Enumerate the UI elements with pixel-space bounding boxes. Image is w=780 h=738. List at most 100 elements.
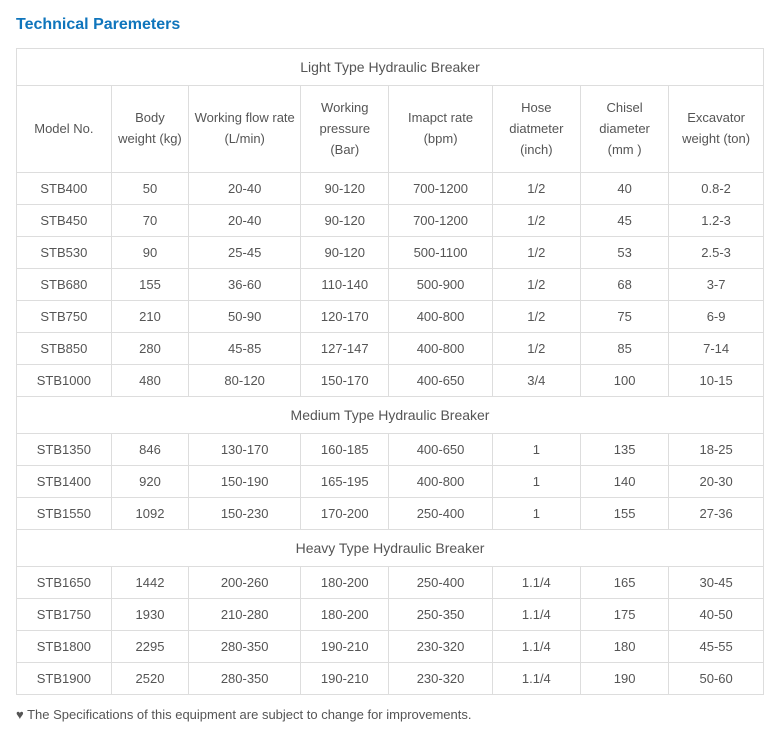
table-cell: 7-14 [669, 333, 764, 365]
table-cell: 1/2 [492, 301, 580, 333]
table-cell: 1.1/4 [492, 567, 580, 599]
table-cell: 210-280 [189, 599, 301, 631]
table-cell: 6-9 [669, 301, 764, 333]
table-cell: 2295 [111, 631, 188, 663]
table-cell: 45-85 [189, 333, 301, 365]
column-header: Body weight (kg) [111, 86, 188, 173]
table-cell: 68 [580, 269, 668, 301]
parameters-table: Light Type Hydraulic BreakerModel No.Bod… [16, 48, 764, 695]
table-cell: 1 [492, 434, 580, 466]
table-cell: 110-140 [301, 269, 389, 301]
table-cell: 180 [580, 631, 668, 663]
table-cell: 175 [580, 599, 668, 631]
table-row: STB100048080-120150-170400-6503/410010-1… [17, 365, 764, 397]
table-row: STB18002295280-350190-210230-3201.1/4180… [17, 631, 764, 663]
table-row: STB75021050-90120-170400-8001/2756-9 [17, 301, 764, 333]
table-row: STB4507020-4090-120700-12001/2451.2-3 [17, 205, 764, 237]
table-cell: STB1900 [17, 663, 112, 695]
table-cell: 170-200 [301, 498, 389, 530]
table-cell: 400-800 [389, 301, 492, 333]
table-cell: STB530 [17, 237, 112, 269]
table-cell: 18-25 [669, 434, 764, 466]
table-cell: 2520 [111, 663, 188, 695]
table-cell: 150-190 [189, 466, 301, 498]
table-cell: 250-350 [389, 599, 492, 631]
table-cell: 700-1200 [389, 173, 492, 205]
column-header: Excavator weight (ton) [669, 86, 764, 173]
group-header-label: Light Type Hydraulic Breaker [17, 49, 764, 86]
table-row: STB19002520280-350190-210230-3201.1/4190… [17, 663, 764, 695]
group-header-0: Light Type Hydraulic Breaker [17, 49, 764, 86]
table-cell: 150-230 [189, 498, 301, 530]
table-row: STB16501442200-260180-200250-4001.1/4165… [17, 567, 764, 599]
table-cell: 280 [111, 333, 188, 365]
table-cell: 75 [580, 301, 668, 333]
group-header-label: Medium Type Hydraulic Breaker [17, 397, 764, 434]
table-cell: 2.5-3 [669, 237, 764, 269]
table-cell: 400-650 [389, 434, 492, 466]
group-header-2: Heavy Type Hydraulic Breaker [17, 530, 764, 567]
table-cell: 0.8-2 [669, 173, 764, 205]
table-cell: 500-900 [389, 269, 492, 301]
table-cell: 90-120 [301, 205, 389, 237]
table-cell: 40 [580, 173, 668, 205]
table-cell: 1.2-3 [669, 205, 764, 237]
section-title: Technical Paremeters [16, 16, 764, 34]
table-cell: 50-90 [189, 301, 301, 333]
table-cell: 1930 [111, 599, 188, 631]
table-cell: 920 [111, 466, 188, 498]
table-cell: 700-1200 [389, 205, 492, 237]
table-cell: 1 [492, 498, 580, 530]
table-cell: 1.1/4 [492, 631, 580, 663]
table-cell: 20-30 [669, 466, 764, 498]
table-cell: 180-200 [301, 599, 389, 631]
table-cell: 100 [580, 365, 668, 397]
table-cell: 50 [111, 173, 188, 205]
table-cell: 155 [580, 498, 668, 530]
table-cell: STB1400 [17, 466, 112, 498]
table-cell: STB680 [17, 269, 112, 301]
table-cell: 230-320 [389, 631, 492, 663]
column-headers: Model No.Body weight (kg)Working flow ra… [17, 86, 764, 173]
table-row: STB4005020-4090-120700-12001/2400.8-2 [17, 173, 764, 205]
table-cell: 70 [111, 205, 188, 237]
table-cell: 155 [111, 269, 188, 301]
table-cell: 140 [580, 466, 668, 498]
table-cell: STB1800 [17, 631, 112, 663]
table-cell: STB400 [17, 173, 112, 205]
group-header-1: Medium Type Hydraulic Breaker [17, 397, 764, 434]
table-cell: STB1550 [17, 498, 112, 530]
table-cell: 135 [580, 434, 668, 466]
table-cell: STB450 [17, 205, 112, 237]
table-cell: 480 [111, 365, 188, 397]
table-cell: 36-60 [189, 269, 301, 301]
table-cell: 130-170 [189, 434, 301, 466]
table-cell: 190 [580, 663, 668, 695]
table-cell: 400-800 [389, 466, 492, 498]
table-cell: 10-15 [669, 365, 764, 397]
table-cell: 20-40 [189, 205, 301, 237]
table-cell: 250-400 [389, 567, 492, 599]
table-cell: 150-170 [301, 365, 389, 397]
table-cell: 1.1/4 [492, 663, 580, 695]
table-cell: 180-200 [301, 567, 389, 599]
table-cell: 1.1/4 [492, 599, 580, 631]
table-cell: 230-320 [389, 663, 492, 695]
table-cell: 45-55 [669, 631, 764, 663]
table-cell: STB1750 [17, 599, 112, 631]
table-row: STB1350846130-170160-185400-650113518-25 [17, 434, 764, 466]
table-cell: 127-147 [301, 333, 389, 365]
table-cell: 500-1100 [389, 237, 492, 269]
table-cell: 40-50 [669, 599, 764, 631]
table-cell: STB1350 [17, 434, 112, 466]
table-cell: 280-350 [189, 631, 301, 663]
table-cell: 85 [580, 333, 668, 365]
table-cell: 80-120 [189, 365, 301, 397]
table-cell: 190-210 [301, 631, 389, 663]
table-cell: 50-60 [669, 663, 764, 695]
table-cell: 1 [492, 466, 580, 498]
table-cell: 45 [580, 205, 668, 237]
table-cell: 27-36 [669, 498, 764, 530]
table-row: STB68015536-60110-140500-9001/2683-7 [17, 269, 764, 301]
column-header: Imapct rate (bpm) [389, 86, 492, 173]
